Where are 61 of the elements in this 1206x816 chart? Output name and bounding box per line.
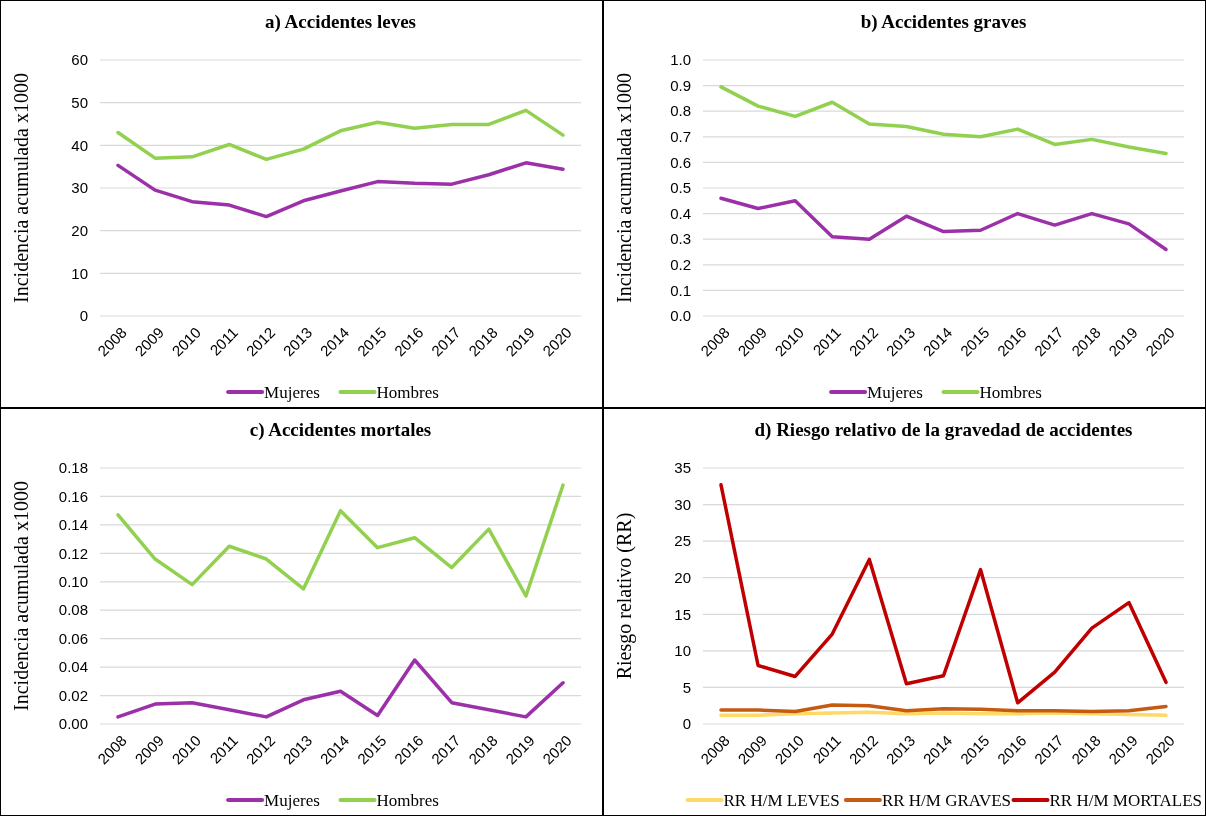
y-tick-label: 0: [682, 715, 691, 733]
y-tick-label: 25: [674, 532, 691, 550]
y-tick-label: 10: [674, 642, 691, 660]
y-tick-label: 0.10: [58, 573, 88, 591]
y-tick-label: 0.12: [58, 544, 88, 562]
y-tick-label: 0.18: [58, 459, 88, 477]
y-tick-label: 0.9: [670, 76, 691, 94]
chart-title: a) Accidentes leves: [265, 11, 416, 33]
y-tick-label: 35: [674, 459, 691, 477]
line-series: [116, 483, 565, 598]
y-tick-label: 1.0: [670, 51, 691, 69]
y-tick-label: 0.0: [670, 307, 691, 325]
y-tick-label: 60: [71, 51, 88, 69]
y-tick-label: 50: [71, 93, 88, 111]
legend-label: Mujeres: [264, 382, 320, 402]
y-tick-label: 0.8: [670, 102, 691, 120]
legend-label: Hombres: [376, 382, 439, 402]
chart-title: b) Accidentes graves: [860, 11, 1027, 33]
y-tick-label: 0.3: [670, 230, 691, 248]
y-tick-label: 30: [71, 179, 88, 197]
legend-label: RR H/M LEVES: [723, 790, 840, 810]
y-tick-label: 40: [71, 136, 88, 154]
legend-label: Hombres: [979, 382, 1042, 402]
y-tick-label: 0: [79, 307, 88, 325]
line-series: [116, 108, 565, 162]
y-tick-label: 15: [674, 605, 691, 623]
legend-label: Hombres: [376, 790, 439, 810]
line-series: [719, 703, 1168, 714]
y-tick-label: 0.06: [58, 629, 88, 647]
y-tick-label: 0.14: [58, 516, 88, 534]
y-tick-label: 20: [71, 221, 88, 239]
line-series: [116, 161, 565, 219]
y-axis-title: Incidencia acumulada x1000: [10, 73, 32, 303]
y-axis-title: Incidencia acumulada x1000: [613, 73, 635, 303]
y-axis-title: Incidencia acumulada x1000: [10, 481, 32, 711]
chart-title: d) Riesgo relativo de la gravedad de accidentes: [754, 419, 1133, 441]
y-tick-label: 0.4: [670, 204, 691, 222]
y-tick-label: 0.04: [58, 658, 88, 676]
y-tick-label: 0.08: [58, 601, 88, 619]
line-series: [719, 85, 1168, 156]
legend-label: Mujeres: [867, 382, 923, 402]
y-tick-label: 0.6: [670, 153, 691, 171]
line-series: [719, 483, 1168, 705]
y-tick-label: 0.00: [58, 715, 88, 733]
legend-label: Mujeres: [264, 790, 320, 810]
y-tick-label: 0.7: [670, 128, 691, 146]
line-series: [719, 196, 1168, 252]
chart-title: c) Accidentes mortales: [249, 419, 432, 441]
y-axis-title: Riesgo relativo (RR): [613, 512, 636, 680]
y-tick-label: 0.1: [670, 281, 691, 299]
legend-label: RR H/M MORTALES: [1049, 790, 1203, 810]
y-tick-label: 30: [674, 495, 691, 513]
y-tick-label: 0.5: [670, 179, 691, 197]
y-tick-label: 20: [674, 568, 691, 586]
line-series: [116, 658, 565, 719]
y-tick-label: 0.16: [58, 487, 88, 505]
y-tick-label: 10: [71, 264, 88, 282]
legend-label: RR H/M GRAVES: [881, 790, 1012, 810]
y-tick-label: 0.2: [670, 256, 691, 274]
y-tick-label: 5: [682, 678, 691, 696]
y-tick-label: 0.02: [58, 686, 88, 704]
